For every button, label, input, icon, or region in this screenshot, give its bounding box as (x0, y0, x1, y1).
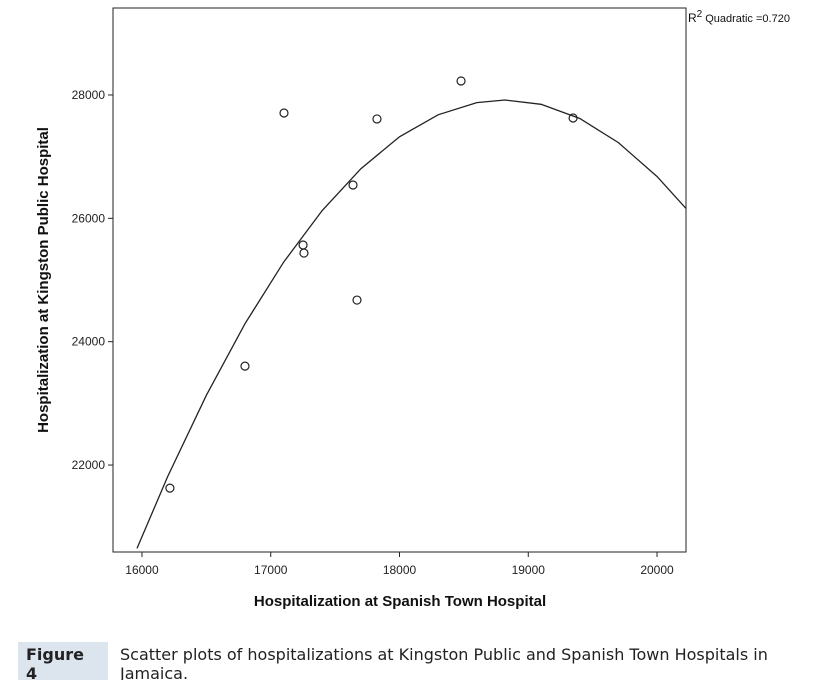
caption-text: Scatter plots of hospitalizations at Kin… (119, 645, 768, 680)
r2-sup: 2 (697, 9, 703, 20)
r2-annotation: R2 Quadratic =0.720 (688, 9, 790, 25)
x-tick-label: 17000 (254, 563, 288, 577)
point (299, 248, 309, 258)
point (298, 240, 308, 250)
x-axis-title: Hospitalization at Spanish Town Hospital (254, 593, 546, 610)
point (372, 114, 382, 124)
chart: Hospitalization at Spanish Town Hospital… (35, 7, 790, 610)
point (456, 76, 466, 86)
y-tick-label: 26000 (72, 211, 106, 225)
r2-base: R (688, 11, 697, 25)
point (348, 180, 358, 190)
caption: Figure 4 Scatter plots of hospitalizatio… (18, 642, 834, 680)
x-tick-label: 18000 (383, 563, 417, 577)
y-tick-label: 28000 (72, 88, 106, 102)
x-tick-label: 19000 (512, 563, 546, 577)
caption-label: Figure 4 (18, 642, 108, 680)
plot-frame (112, 7, 687, 553)
point (279, 108, 289, 118)
r2-text: Quadratic =0.720 (705, 13, 790, 25)
fit-line (136, 99, 686, 549)
x-tick-label: 16000 (125, 563, 159, 577)
x-tick-label: 20000 (640, 563, 674, 577)
point (165, 483, 175, 493)
y-tick-label: 24000 (72, 335, 106, 349)
y-tick-label: 22000 (72, 458, 106, 472)
point (240, 361, 250, 371)
point (352, 295, 362, 305)
point (568, 113, 578, 123)
y-axis-title: Hospitalization at Kingston Public Hospi… (35, 127, 52, 433)
